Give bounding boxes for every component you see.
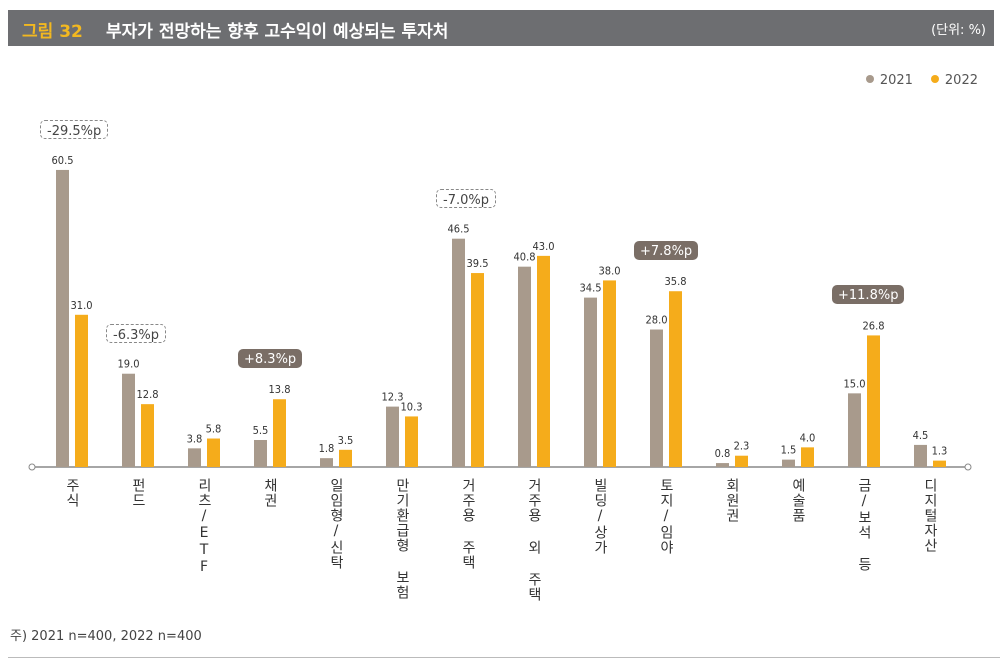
change-annotation: +8.3%p (238, 349, 303, 369)
data-label-2022: 13.8 (268, 383, 290, 396)
category-label: 만기환급형 보험 (394, 478, 410, 600)
data-label-2021: 5.5 (253, 424, 269, 437)
bar-2021 (650, 329, 663, 467)
bar-2022 (537, 255, 550, 467)
category-label: 일임형/신탁 (328, 478, 344, 570)
data-label-2022: 4.0 (800, 431, 816, 444)
bar-2022 (603, 280, 616, 467)
legend-item-2021: 2021 (865, 73, 913, 88)
bar-2021 (848, 393, 861, 467)
data-label-2022: 35.8 (664, 275, 686, 288)
change-annotation: -29.5%p (40, 119, 109, 139)
bar-2022 (669, 291, 682, 467)
bar-2022 (405, 416, 418, 467)
legend-swatch-2021 (865, 75, 874, 83)
bar-2021 (716, 463, 729, 467)
category-label: 예술품 (790, 478, 806, 523)
category-label: 금/보석 등 (856, 478, 872, 572)
category-label: 리츠/ETF (196, 478, 212, 576)
bar-2021 (188, 448, 201, 467)
data-label-2022: 2.3 (734, 440, 750, 453)
data-label-2021: 12.3 (381, 391, 403, 404)
category-label: 펀드 (130, 478, 146, 508)
data-label-2021: 34.5 (579, 282, 601, 295)
bar-2022 (339, 449, 352, 467)
data-label-2022: 43.0 (532, 240, 554, 253)
data-label-2021: 46.5 (447, 223, 469, 236)
bar-2021 (122, 373, 135, 467)
change-annotation: -6.3%p (106, 323, 166, 343)
bar-2021 (914, 444, 927, 467)
figure-header: 그림 32 부자가 전망하는 향후 고수익이 예상되는 투자처 (단위: %) (8, 10, 994, 46)
change-annotation: +7.8%p (634, 241, 699, 261)
legend: 2021 2022 (865, 73, 978, 88)
legend-item-2022: 2022 (930, 73, 978, 88)
change-annotation: +11.8%p (832, 285, 905, 305)
data-label-2022: 31.0 (70, 299, 92, 312)
bottom-divider (8, 657, 1000, 658)
bar-2022 (933, 460, 946, 467)
data-label-2022: 26.8 (862, 319, 884, 332)
figure-title: 부자가 전망하는 향후 고수익이 예상되는 투자처 (106, 22, 449, 42)
data-label-2021: 60.5 (51, 154, 73, 167)
bar-2021 (56, 169, 69, 467)
legend-swatch-2022 (930, 75, 939, 83)
data-label-2022: 1.3 (932, 445, 948, 458)
bar-2022 (75, 314, 88, 467)
bar-2022 (735, 455, 748, 467)
data-label-2022: 5.8 (206, 423, 222, 436)
data-label-2021: 1.8 (319, 442, 335, 455)
category-label: 거주용 외 주택 (526, 478, 542, 602)
data-label-2021: 1.5 (781, 444, 797, 457)
data-label-2021: 28.0 (645, 314, 667, 327)
bar-2022 (273, 399, 286, 467)
data-label-2021: 4.5 (913, 429, 929, 442)
data-label-2021: 40.8 (513, 251, 535, 264)
category-label: 거주용 주택 (460, 478, 476, 570)
category-label: 디지털자산 (922, 478, 938, 553)
bar-2021 (518, 266, 531, 467)
footnote: 주) 2021 n=400, 2022 n=400 (10, 629, 202, 644)
data-label-2021: 0.8 (715, 447, 731, 460)
data-label-2022: 12.8 (136, 388, 158, 401)
bar-2021 (452, 238, 465, 467)
bar-2022 (801, 447, 814, 467)
category-label: 토지/임야 (658, 478, 674, 555)
bar-2022 (867, 335, 880, 467)
bar-2022 (207, 438, 220, 467)
bar-2021 (782, 459, 795, 467)
bar-2021 (320, 458, 333, 467)
category-label: 빌딩/상가 (592, 478, 608, 555)
data-label-2022: 38.0 (598, 264, 620, 277)
legend-label-2022: 2022 (944, 73, 978, 88)
data-label-2022: 10.3 (400, 400, 422, 413)
data-label-2022: 3.5 (338, 434, 354, 447)
bar-2022 (471, 273, 484, 467)
figure-number: 그림 32 (22, 22, 83, 42)
change-annotation: -7.0%p (436, 188, 496, 208)
bar-2021 (386, 406, 399, 467)
bar-2021 (584, 297, 597, 467)
data-label-2021: 3.8 (187, 432, 203, 445)
data-label-2021: 19.0 (117, 358, 139, 371)
bar-2021 (254, 439, 267, 467)
data-label-2021: 15.0 (843, 377, 865, 390)
category-label: 주식 (64, 478, 80, 508)
category-label: 채권 (262, 478, 278, 508)
bar-2022 (141, 404, 154, 467)
category-label: 회원권 (724, 478, 740, 523)
legend-label-2021: 2021 (879, 73, 913, 88)
axis-start-marker (28, 463, 36, 471)
data-label-2022: 39.5 (466, 257, 488, 270)
axis-end-marker (964, 463, 972, 471)
unit-label: (단위: %) (931, 23, 986, 38)
